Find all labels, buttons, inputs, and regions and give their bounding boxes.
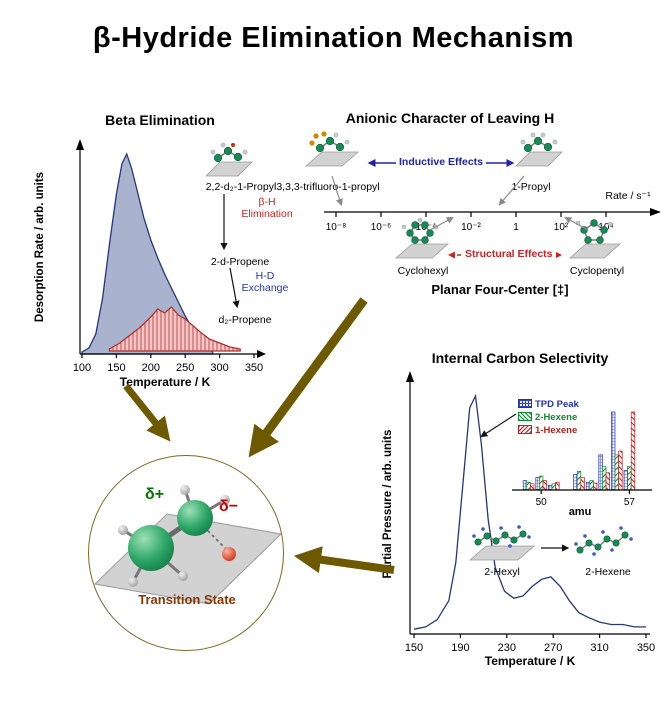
svg-text:300: 300 [210, 362, 228, 374]
svg-text:270: 270 [544, 642, 562, 654]
beta-panel-title: Beta Elimination [105, 112, 215, 128]
svg-text:150: 150 [107, 362, 125, 374]
legend-1-hexene: 1-Hexene [518, 425, 577, 437]
2-hexene-label: 2-Hexene [585, 566, 631, 578]
legend-2-hexene-label: 2-Hexene [535, 412, 578, 423]
1-propyl-molecule-icon [515, 132, 563, 167]
svg-text:200: 200 [142, 362, 160, 374]
svg-text:230: 230 [498, 642, 516, 654]
d2-propene-label: d₂-Propene [218, 314, 272, 326]
rate-axis-label: Rate / s⁻¹ [605, 190, 651, 202]
exchange-label: Exchange [241, 282, 289, 295]
figure-title: β-Hydride Elimination Mechanism [92, 22, 575, 54]
selectivity-chart: 150 190 230 270 310 350 [405, 371, 655, 654]
hydrogen-atom [178, 571, 188, 581]
amu-axis-label: amu [568, 506, 592, 518]
hydrogen-atom [180, 485, 190, 495]
cyclopentyl-label: Cyclopentyl [569, 265, 625, 277]
1-hexene-swatch-icon [518, 425, 532, 434]
selectivity-y-axis-label: Partial Pressure / arb. units [382, 429, 394, 579]
2-hexene-molecule-icon [574, 526, 633, 556]
svg-text:10⁻⁸: 10⁻⁸ [326, 222, 347, 233]
transition-state-label: Transition State [138, 592, 236, 607]
selectivity-panel-title: Internal Carbon Selectivity [431, 350, 609, 366]
svg-text:190: 190 [451, 642, 469, 654]
svg-text:250: 250 [176, 362, 194, 374]
propyl-reactant-label: 2,2-d₂-1-Propyl [205, 181, 277, 193]
2-hexene-swatch-icon [518, 412, 532, 421]
structural-effects-label: Structural Effects [462, 248, 556, 261]
beta-x-axis-label: Temperature / K [119, 375, 211, 389]
legend-1-hexene-label: 1-Hexene [535, 425, 578, 436]
svg-text:350: 350 [245, 362, 263, 374]
inductive-effects-label: Inductive Effects [396, 156, 487, 169]
selectivity-to-transition-arrow [293, 546, 395, 574]
hydrogen-atom [128, 577, 138, 587]
carbon-atom [177, 500, 213, 536]
svg-text:10²: 10² [554, 222, 569, 233]
d-propene-label: 2-d-Propene [210, 256, 270, 268]
elimination-label: Elimination [241, 208, 293, 221]
cyclohexyl-molecule-icon [394, 217, 450, 259]
amu-bar-chart: 50 57 [512, 411, 652, 508]
transition-state-graphic [93, 485, 283, 605]
delta-minus-label: δ− [219, 498, 239, 515]
legend-tpd-peak: TPD Peak [518, 399, 579, 411]
cyclohexyl-label: Cyclohexyl [397, 265, 449, 277]
hydrogen-atom [220, 495, 230, 505]
svg-text:50: 50 [536, 497, 548, 508]
legend-tpd-peak-label: TPD Peak [535, 399, 579, 410]
beta-to-transition-arrow [123, 383, 171, 442]
trifluoropropyl-molecule-icon [304, 131, 360, 167]
svg-text:1: 1 [513, 222, 519, 233]
delta-plus-label: δ+ [145, 486, 165, 503]
selectivity-x-axis-label: Temperature / K [484, 654, 576, 668]
tpd-peak-swatch-icon [518, 399, 532, 408]
svg-text:350: 350 [637, 642, 655, 654]
planar-four-center-label: Planar Four-Center [‡] [431, 282, 569, 297]
transition-state-circle: δ+ δ− Transition State [88, 455, 284, 651]
propyl-molecule-icon [205, 142, 253, 177]
1-propyl-label: 1-Propyl [511, 181, 551, 193]
svg-text:57: 57 [624, 497, 636, 508]
legend-2-hexene: 2-Hexene [518, 412, 577, 424]
svg-text:150: 150 [405, 642, 423, 654]
trifluoropropyl-label: 3,3,3-trifluoro-1-propyl [276, 181, 380, 193]
svg-text:310: 310 [590, 642, 608, 654]
anionic-panel-title: Anionic Character of Leaving H [345, 110, 555, 126]
2-hexyl-label: 2-Hexyl [484, 566, 520, 578]
2-hexyl-molecule-icon [468, 525, 536, 561]
svg-text:10⁻²: 10⁻² [461, 222, 481, 233]
carbon-atom [128, 525, 174, 571]
hd-label: H-D [255, 270, 275, 282]
beta-h-label: β-H [258, 196, 276, 208]
beta-y-axis-label: Desorption Rate / arb. units [34, 171, 46, 323]
svg-text:100: 100 [73, 362, 91, 374]
leaving-hydrogen-atom [222, 547, 236, 561]
hydrogen-atom [118, 525, 128, 535]
cyclopentyl-molecule-icon [568, 219, 622, 259]
svg-text:10⁻⁶: 10⁻⁶ [371, 222, 392, 233]
